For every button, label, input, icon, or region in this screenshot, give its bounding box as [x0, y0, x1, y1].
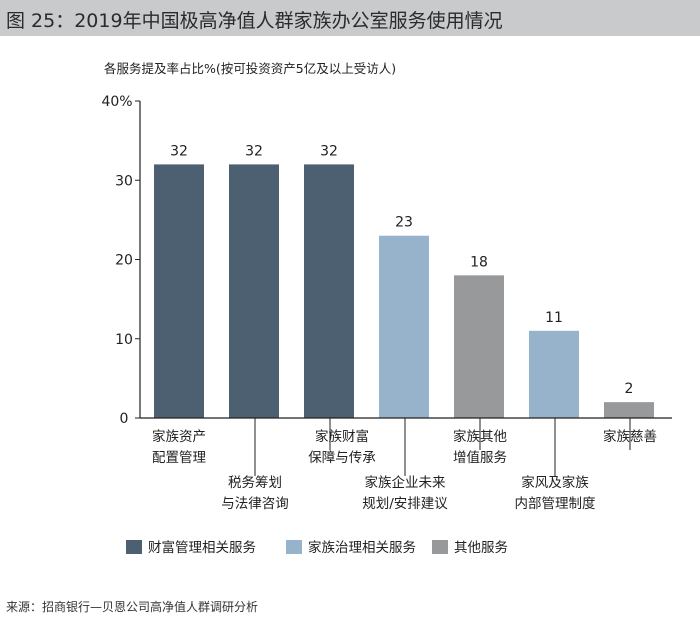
y-tick-label: 0: [120, 411, 129, 427]
x-category-label: 家族慈善: [603, 428, 657, 445]
y-tick-label: 30: [115, 173, 133, 189]
bar: [229, 164, 279, 418]
bar: [529, 330, 579, 418]
y-tick-label-top: 40%: [101, 94, 132, 110]
x-category-label: 税务筹划: [228, 474, 282, 491]
legend-label: 其他服务: [454, 540, 508, 556]
x-category-label: 家族企业未来: [365, 474, 446, 491]
legend-swatch: [432, 540, 448, 554]
bar-value-label: 32: [320, 143, 338, 159]
x-category-label: 增值服务: [453, 450, 507, 466]
bar: [604, 402, 654, 418]
chart-subtitle: 各服务提及率占比%(按可投资资产5亿及以上受访人): [104, 61, 396, 76]
bar: [154, 164, 204, 418]
bar-value-label: 18: [470, 254, 488, 270]
bar-value-label: 32: [170, 143, 188, 159]
title-bar: 图 25：2019年中国极高净值人群家族办公室服务使用情况: [0, 0, 700, 36]
y-tick-label: 10: [115, 332, 133, 348]
bar-value-label: 23: [395, 215, 413, 231]
figure-title: 图 25：2019年中国极高净值人群家族办公室服务使用情况: [6, 10, 503, 32]
bar-value-label: 2: [625, 381, 634, 397]
x-category-label: 家族财富: [315, 428, 369, 445]
x-category-label: 内部管理制度: [515, 496, 596, 512]
bar-value-label: 32: [245, 143, 263, 159]
source-note: 来源：招商银行—贝恩公司高净值人群调研分析: [6, 600, 259, 614]
y-tick-label: 20: [115, 253, 133, 269]
bar: [454, 275, 504, 418]
bar: [304, 164, 354, 418]
x-category-label: 规划/安排建议: [362, 496, 448, 512]
x-category-label: 家族其他: [453, 428, 507, 445]
x-category-label: 家风及家族: [521, 474, 589, 491]
bar: [379, 235, 429, 418]
x-category-label: 与法律咨询: [221, 496, 289, 512]
bar-chart: 各服务提及率占比%(按可投资资产5亿及以上受访人) 0 10 20 30 40% 32 32 3…: [101, 61, 672, 556]
x-category-label: 家族资产: [152, 428, 206, 445]
legend-label: 家族治理相关服务: [308, 539, 416, 556]
legend-label: 财富管理相关服务: [148, 539, 256, 556]
legend-swatch: [286, 540, 302, 554]
bar-value-label: 11: [545, 310, 563, 326]
legend-swatch: [126, 540, 142, 554]
x-category-label: 配置管理: [152, 450, 206, 466]
x-category-label: 保障与传承: [308, 450, 376, 466]
